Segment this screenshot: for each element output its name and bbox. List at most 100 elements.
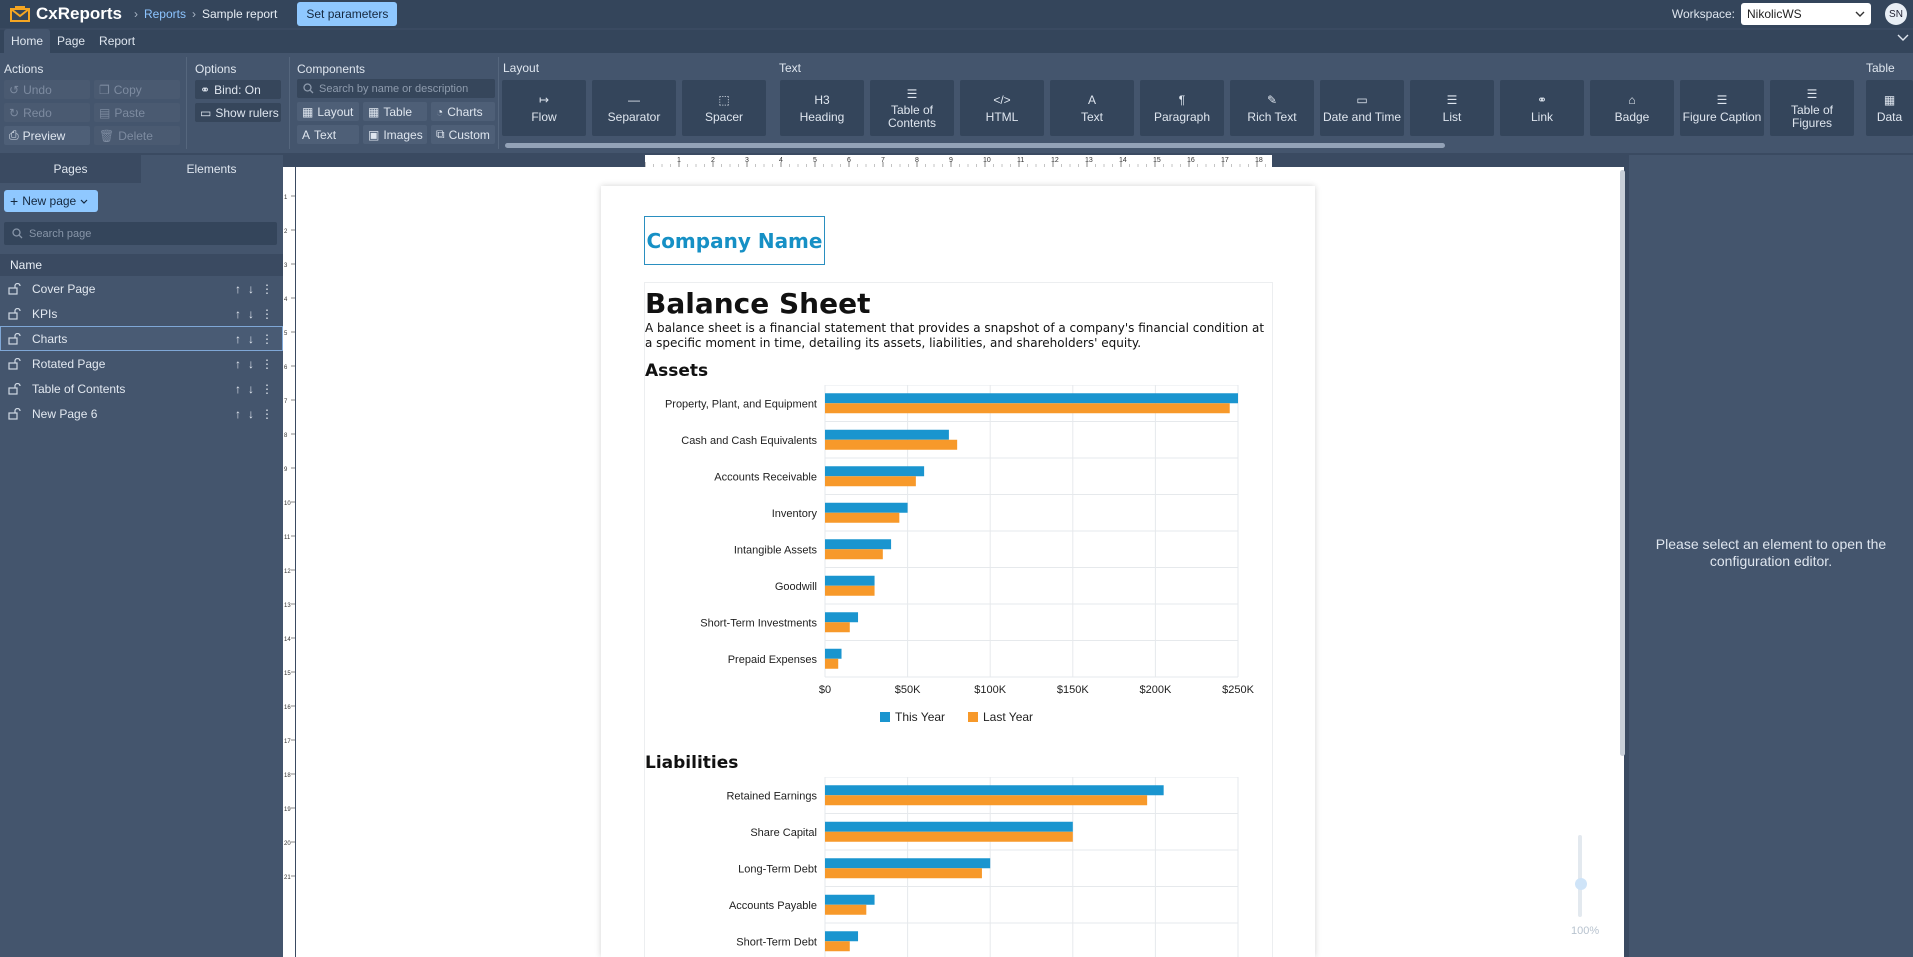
component-search-placeholder: Search by name or description	[319, 82, 469, 95]
lock-open-icon[interactable]	[8, 407, 22, 420]
avatar[interactable]: SN	[1885, 3, 1907, 25]
more-options-icon[interactable]: ⋮	[261, 381, 273, 396]
more-options-icon[interactable]: ⋮	[261, 331, 273, 346]
tab-home[interactable]: Home	[4, 29, 51, 53]
liabilities-heading[interactable]: Liabilities	[645, 753, 739, 773]
show-rulers-toggle[interactable]: ▭ Show rulers	[195, 103, 281, 122]
page-content-flow[interactable]: Balance Sheet A balance sheet is a finan…	[644, 282, 1273, 957]
bar-this-year	[825, 612, 859, 623]
page-list-item[interactable]: Cover Page ↑ ↓ ⋮	[0, 276, 283, 301]
liabilities-chart[interactable]: Retained Earnings Share Capital Long-Term …	[645, 777, 1272, 957]
more-options-icon[interactable]: ⋮	[261, 356, 273, 371]
tile-table-of-contents[interactable]: ☰ Table of Contents	[870, 80, 954, 136]
tile-text[interactable]: A Text	[1050, 80, 1134, 136]
tab-elements[interactable]: Elements	[186, 162, 237, 176]
move-down-icon[interactable]: ↓	[248, 381, 254, 396]
category-label: Accounts Payable	[729, 900, 817, 912]
lock-open-icon[interactable]	[8, 332, 22, 345]
tile-list[interactable]: ☰ List	[1410, 80, 1494, 136]
page-name: Cover Page	[32, 281, 96, 296]
app-logo[interactable]: CxReports	[10, 4, 122, 24]
lock-open-icon[interactable]	[8, 307, 22, 320]
move-down-icon[interactable]: ↓	[248, 406, 254, 421]
ribbon-scrollbar[interactable]	[505, 143, 1445, 148]
set-parameters-button[interactable]: Set parameters	[297, 2, 398, 26]
tile-badge[interactable]: ⌂ Badge	[1590, 80, 1674, 136]
tile-flow[interactable]: ↦ Flow	[502, 80, 586, 136]
company-name-heading[interactable]: Company Name	[644, 216, 825, 265]
tile-date-and-time[interactable]: ▭ Date and Time	[1320, 80, 1404, 136]
page-list-item[interactable]: KPIs ↑ ↓ ⋮	[0, 301, 283, 326]
report-page[interactable]: Company Name Balance Sheet A balance she…	[601, 186, 1315, 957]
page-list-item[interactable]: Charts ↑ ↓ ⋮	[0, 326, 283, 351]
canvas-scrollbar[interactable]	[1620, 170, 1625, 756]
new-page-button[interactable]: + New page	[4, 190, 98, 212]
bind-toggle[interactable]: ⚭ Bind: On	[195, 80, 281, 99]
undo-button[interactable]: ↺ Undo	[4, 80, 90, 99]
tab-report[interactable]: Report	[99, 34, 136, 48]
move-down-icon[interactable]: ↓	[248, 356, 254, 371]
move-down-icon[interactable]: ↓	[248, 331, 254, 346]
move-down-icon[interactable]: ↓	[248, 281, 254, 296]
text-group-label: Text	[779, 61, 802, 75]
preview-button[interactable]: ⎙ Preview	[4, 126, 90, 145]
page-search-input[interactable]: Search page	[4, 222, 277, 245]
tile-label: Figure Caption	[1682, 109, 1762, 124]
category-table-button[interactable]: ▦ Table	[363, 102, 427, 121]
tile-link[interactable]: ⚭ Link	[1500, 80, 1584, 136]
tile-separator[interactable]: — Separator	[592, 80, 676, 136]
zoom-slider-handle[interactable]	[1575, 878, 1587, 890]
tile-paragraph[interactable]: ¶ Paragraph	[1140, 80, 1224, 136]
category-layout-button[interactable]: ▦ Layout	[297, 102, 359, 121]
category-charts-button[interactable]: ◔ Charts	[431, 102, 495, 121]
tile-heading[interactable]: H3 Heading	[780, 80, 864, 136]
tile-html[interactable]: </> HTML	[960, 80, 1044, 136]
move-up-icon[interactable]: ↑	[235, 331, 241, 346]
move-up-icon[interactable]: ↑	[235, 381, 241, 396]
category-custom-button[interactable]: ⧉ Custom	[431, 125, 495, 144]
page-list-item[interactable]: Rotated Page ↑ ↓ ⋮	[0, 351, 283, 376]
move-up-icon[interactable]: ↑	[235, 306, 241, 321]
move-up-icon[interactable]: ↑	[235, 356, 241, 371]
chevron-down-icon[interactable]	[1897, 34, 1909, 42]
page-title[interactable]: Balance Sheet	[645, 287, 871, 320]
ruler-label: 18	[1255, 157, 1263, 164]
lock-open-icon[interactable]	[8, 382, 22, 395]
tab-page[interactable]: Page	[57, 34, 86, 48]
lock-open-icon[interactable]	[8, 357, 22, 370]
tile-table-of-figures[interactable]: ☰ Table of Figures	[1770, 80, 1854, 136]
more-options-icon[interactable]: ⋮	[261, 281, 273, 296]
move-up-icon[interactable]: ↑	[235, 281, 241, 296]
move-down-icon[interactable]: ↓	[248, 306, 254, 321]
move-up-icon[interactable]: ↑	[235, 406, 241, 421]
top-bar: CxReports › Reports › Sample report Set …	[0, 0, 1913, 28]
legend-label[interactable]: This Year	[895, 710, 945, 724]
workspace-select[interactable]: NikolicWS	[1741, 3, 1871, 25]
actions-group-label: Actions	[4, 62, 44, 76]
category-text-button[interactable]: A Text	[297, 125, 359, 144]
zoom-slider[interactable]	[1578, 835, 1582, 917]
tile-spacer[interactable]: ⬚ Spacer	[682, 80, 766, 136]
redo-button[interactable]: ↻ Redo	[4, 103, 90, 122]
ruler-label: 9	[949, 157, 953, 164]
paste-button[interactable]: ▤ Paste	[94, 103, 180, 122]
legend-label[interactable]: Last Year	[983, 710, 1033, 724]
breadcrumb-reports-link[interactable]: Reports	[143, 7, 186, 21]
page-list-item[interactable]: Table of Contents ↑ ↓ ⋮	[0, 376, 283, 401]
lock-open-icon[interactable]	[8, 282, 22, 295]
component-search-input[interactable]: Search by name or description	[297, 79, 495, 98]
copy-button[interactable]: ❐ Copy	[94, 80, 180, 99]
assets-heading[interactable]: Assets	[645, 361, 709, 381]
more-options-icon[interactable]: ⋮	[261, 406, 273, 421]
more-options-icon[interactable]: ⋮	[261, 306, 273, 321]
assets-chart[interactable]: Property, Plant, and Equipment Cash and C…	[645, 385, 1272, 735]
tile-data[interactable]: ▦ Data	[1866, 80, 1913, 136]
page-list-item[interactable]: New Page 6 ↑ ↓ ⋮	[0, 401, 283, 426]
tab-pages[interactable]: Pages	[0, 155, 141, 183]
page-description[interactable]: A balance sheet is a financial statement…	[645, 321, 1265, 350]
tile-figure-caption[interactable]: ☰ Figure Caption	[1680, 80, 1764, 136]
ruler-label: 4	[779, 157, 783, 164]
delete-button[interactable]: 🗑 Delete	[94, 126, 180, 145]
category-images-button[interactable]: ▣ Images	[363, 125, 427, 144]
tile-rich-text[interactable]: ✎ Rich Text	[1230, 80, 1314, 136]
